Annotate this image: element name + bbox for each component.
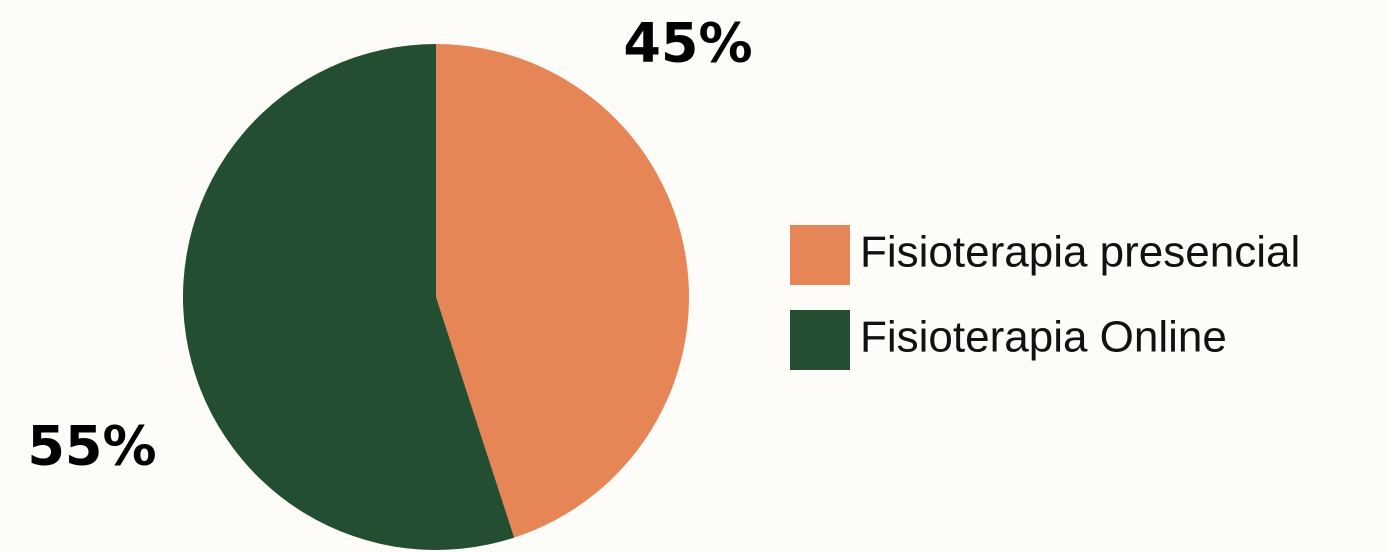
legend-label: Fisioterapia presencial [860,228,1300,277]
legend-label: Fisioterapia Online [860,313,1227,362]
pie-slice [436,44,690,538]
data-label: 55% [27,415,156,478]
legend-swatch [790,310,850,370]
legend-swatch [790,225,850,285]
data-label: 45% [623,12,752,75]
pie-slice [183,44,515,550]
